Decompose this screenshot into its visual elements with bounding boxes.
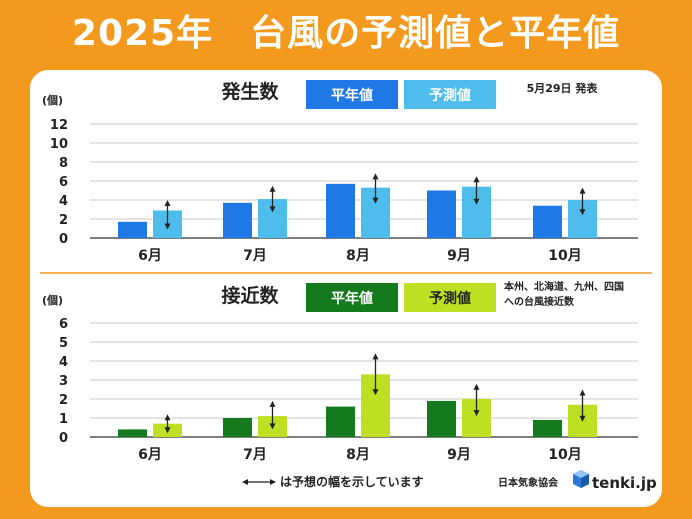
legend-swatch <box>306 283 398 312</box>
range-arrow-head-up <box>372 353 379 360</box>
bar <box>223 418 252 437</box>
y-tick-label: 2 <box>59 213 68 228</box>
range-arrow-head-up <box>372 173 379 180</box>
range-arrow-head-up <box>473 383 480 390</box>
y-tick-label: 5 <box>59 336 68 351</box>
chart-title: 発生数 <box>220 80 279 103</box>
x-tick-label: 7月 <box>243 248 267 264</box>
range-arrow-head-down <box>164 427 171 434</box>
y-axis-label: (個) <box>42 293 63 307</box>
bar <box>118 429 147 437</box>
y-tick-label: 2 <box>59 393 68 408</box>
chart-canvas: 5月29日 発表 は予想の幅を示しています 日本気象協会 tenki.jp 0 2… <box>40 80 657 492</box>
range-arrow-head-down <box>372 197 379 204</box>
tenki-logo: tenki.jp <box>573 470 657 492</box>
x-tick-label: 9月 <box>447 447 471 463</box>
arrow-head-left-icon <box>242 479 248 485</box>
bar <box>223 202 252 238</box>
range-arrow-head-down <box>473 410 480 417</box>
chart-subtitle: 本州、北海道、九州、四国 <box>504 280 624 293</box>
chart-1: 0 2 4 6 8 10 12 (個) 発生数 平年値 予測値 6月 7月 8月 9月 10月 <box>42 80 638 264</box>
x-tick-label: 6月 <box>138 248 162 264</box>
legend-swatch <box>404 283 496 312</box>
bar <box>533 419 562 437</box>
legend-swatch <box>404 80 496 109</box>
range-arrow-head-up <box>269 185 276 192</box>
legend-swatch <box>306 80 398 109</box>
legend-label: 平年値 <box>331 290 373 307</box>
x-tick-label: 10月 <box>548 447 581 463</box>
chart-title: 接近数 <box>221 284 279 307</box>
arrow-head-right-icon <box>270 479 276 485</box>
y-tick-label: 3 <box>59 374 68 389</box>
y-tick-label: 6 <box>59 317 68 332</box>
credit-jma: 日本気象協会 <box>498 476 558 489</box>
range-arrow-head-up <box>164 414 171 421</box>
range-arrow-head-down <box>164 223 171 230</box>
y-axis-label: (個) <box>42 93 63 107</box>
release-note: 5月29日 発表 <box>527 81 599 95</box>
chart-card: 5月29日 発表 は予想の幅を示しています 日本気象協会 tenki.jp 0 2… <box>30 70 662 507</box>
range-arrow-head-down <box>579 209 586 216</box>
x-tick-label: 8月 <box>346 248 370 264</box>
y-tick-label: 0 <box>59 232 68 247</box>
range-arrow-head-down <box>372 389 379 396</box>
chart-subtitle: への台風接近数 <box>504 295 575 308</box>
page-title: 2025年 台風の予測値と平年値 <box>71 13 621 54</box>
range-note-text: は予想の幅を示しています <box>280 474 424 489</box>
x-tick-label: 7月 <box>243 447 267 463</box>
bar <box>533 205 562 238</box>
y-tick-label: 6 <box>59 175 68 190</box>
range-arrow-head-down <box>579 415 586 422</box>
bar <box>326 406 355 437</box>
legend-label: 予測値 <box>429 290 471 307</box>
y-tick-label: 12 <box>50 118 68 133</box>
range-arrow-head-up <box>473 176 480 183</box>
bar <box>427 190 456 238</box>
y-tick-label: 1 <box>59 412 68 427</box>
y-tick-label: 10 <box>50 137 68 152</box>
bar <box>118 221 147 238</box>
x-tick-label: 6月 <box>138 447 162 463</box>
legend-label: 平年値 <box>331 87 373 104</box>
bar <box>427 400 456 437</box>
x-tick-label: 9月 <box>447 248 471 264</box>
range-arrow-head-up <box>579 389 586 396</box>
x-tick-label: 8月 <box>346 447 370 463</box>
range-arrow-head-down <box>473 198 480 205</box>
range-arrow-head-up <box>269 400 276 407</box>
range-arrow-head-down <box>269 423 276 430</box>
y-tick-label: 4 <box>59 355 68 370</box>
range-arrow-head-up <box>164 200 171 206</box>
range-arrow-head-up <box>579 187 586 194</box>
y-tick-label: 8 <box>59 156 68 171</box>
bar <box>326 183 355 238</box>
credit-brand: tenki.jp <box>592 474 657 492</box>
range-note: は予想の幅を示しています <box>242 474 424 489</box>
y-tick-label: 4 <box>59 194 68 209</box>
range-arrow-head-down <box>269 206 276 213</box>
legend-label: 予測値 <box>429 87 471 104</box>
x-tick-label: 10月 <box>548 248 581 264</box>
y-tick-label: 0 <box>59 431 68 446</box>
